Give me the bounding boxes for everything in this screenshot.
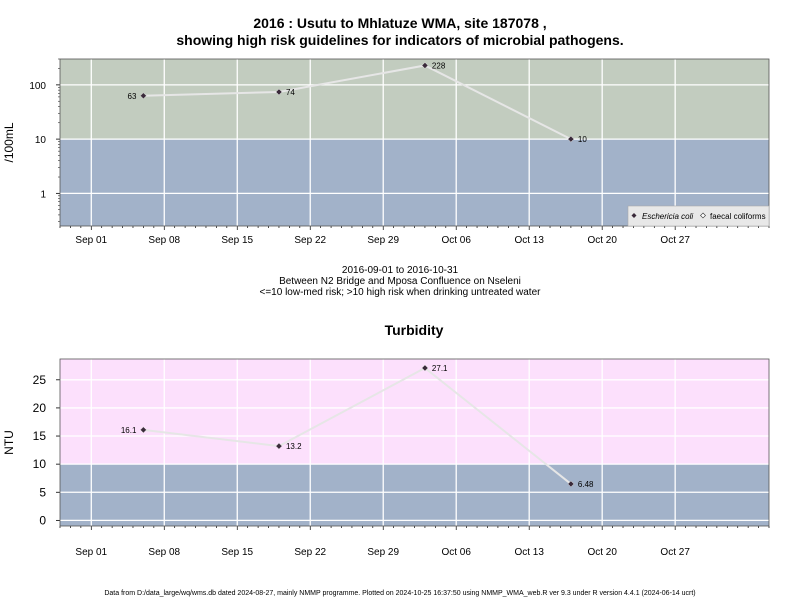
microbial-x-tick-label: Oct 27 [660, 235, 690, 246]
microbial-x-tick-label: Sep 29 [367, 235, 399, 246]
microbial-data-label: 10 [578, 135, 587, 144]
legend-box [627, 205, 770, 227]
microbial-data-label: 74 [286, 88, 295, 97]
microbial-x-tick-label: Sep 15 [221, 235, 253, 246]
turbidity-data-point [421, 364, 429, 372]
turbidity-data-point [567, 480, 575, 488]
turbidity-x-tick-label: Sep 08 [148, 547, 180, 558]
legend-marker-open-diamond [700, 212, 706, 219]
turbidity-chart-title: Turbidity [385, 322, 444, 338]
turbidity-x-tick-label: Sep 29 [367, 547, 399, 558]
turbidity-x-tick-label: Sep 15 [221, 547, 253, 558]
microbial-x-tick-label: Sep 08 [148, 235, 180, 246]
microbial-series-line [143, 64, 572, 141]
microbial-y-tick-label: 100 [29, 81, 46, 92]
microbial-data-label: 63 [128, 92, 137, 101]
microbial-y-tick-label: 1 [40, 189, 46, 200]
microbial-high-risk-band [60, 59, 769, 140]
turbidity-y-tick-label: 10 [33, 457, 47, 471]
turbidity-high-risk-band [60, 359, 769, 465]
turbidity-data-label: 16.1 [121, 426, 137, 435]
risk-guideline-subtitle: <=10 low-med risk; >10 high risk when dr… [259, 287, 541, 298]
microbial-data-point [421, 62, 429, 69]
date-range-subtitle: 2016-09-01 to 2016-10-31 [341, 265, 459, 276]
turbidity-y-tick-label: 15 [33, 429, 47, 443]
legend-marker-filled-diamond [631, 213, 637, 218]
turbidity-x-tick-label: Sep 01 [75, 547, 107, 558]
turbidity-x-tick-label: Sep 22 [294, 547, 326, 558]
microbial-y-axis-label: /100mL [2, 122, 16, 162]
turbidity-data-point [275, 442, 283, 450]
microbial-panel-frame [59, 58, 770, 227]
microbial-x-tick-label: Oct 13 [514, 235, 544, 246]
microbial-data-point [567, 135, 575, 143]
microbial-y-tick-label: 10 [35, 135, 47, 146]
turbidity-data-label: 13.2 [286, 442, 302, 451]
microbial-x-tick-label: Oct 06 [441, 235, 471, 246]
turbidity-series-line [143, 366, 572, 485]
main-title-line1: 2016 : Usutu to Mhlatuze WMA, site 18707… [253, 15, 547, 31]
microbial-data-label: 228 [432, 61, 446, 70]
turbidity-y-tick-label: 25 [33, 373, 47, 387]
main-title-line2: showing high risk guidelines for indicat… [176, 32, 624, 48]
microbial-x-tick-label: Oct 20 [587, 235, 617, 246]
turbidity-x-tick-label: Oct 13 [514, 547, 544, 558]
site-description-subtitle: Between N2 Bridge and Mposa Confluence o… [279, 276, 521, 287]
turbidity-y-tick-label: 5 [39, 485, 46, 499]
turbidity-low-risk-band [60, 464, 769, 526]
legend-label: Eschericia coli [642, 212, 693, 221]
microbial-data-point [275, 88, 283, 96]
data-source-footer: Data from D:/data_large/wq/wms.db dated … [104, 590, 696, 597]
turbidity-data-label: 6.48 [578, 480, 594, 489]
microbial-data-point [140, 92, 147, 100]
turbidity-x-tick-label: Oct 20 [587, 547, 617, 558]
turbidity-y-tick-label: 0 [39, 513, 46, 527]
turbidity-data-point [140, 426, 147, 434]
turbidity-x-tick-label: Oct 27 [660, 547, 690, 558]
legend-label: faecal coliforms [710, 212, 766, 221]
microbial-x-tick-label: Sep 01 [75, 235, 107, 246]
turbidity-panel-frame [59, 358, 770, 527]
turbidity-data-label: 27.1 [432, 364, 448, 373]
turbidity-x-tick-label: Oct 06 [441, 547, 471, 558]
microbial-x-tick-label: Sep 22 [294, 235, 326, 246]
turbidity-y-axis-label: NTU [2, 430, 16, 455]
turbidity-y-tick-label: 20 [33, 401, 47, 415]
